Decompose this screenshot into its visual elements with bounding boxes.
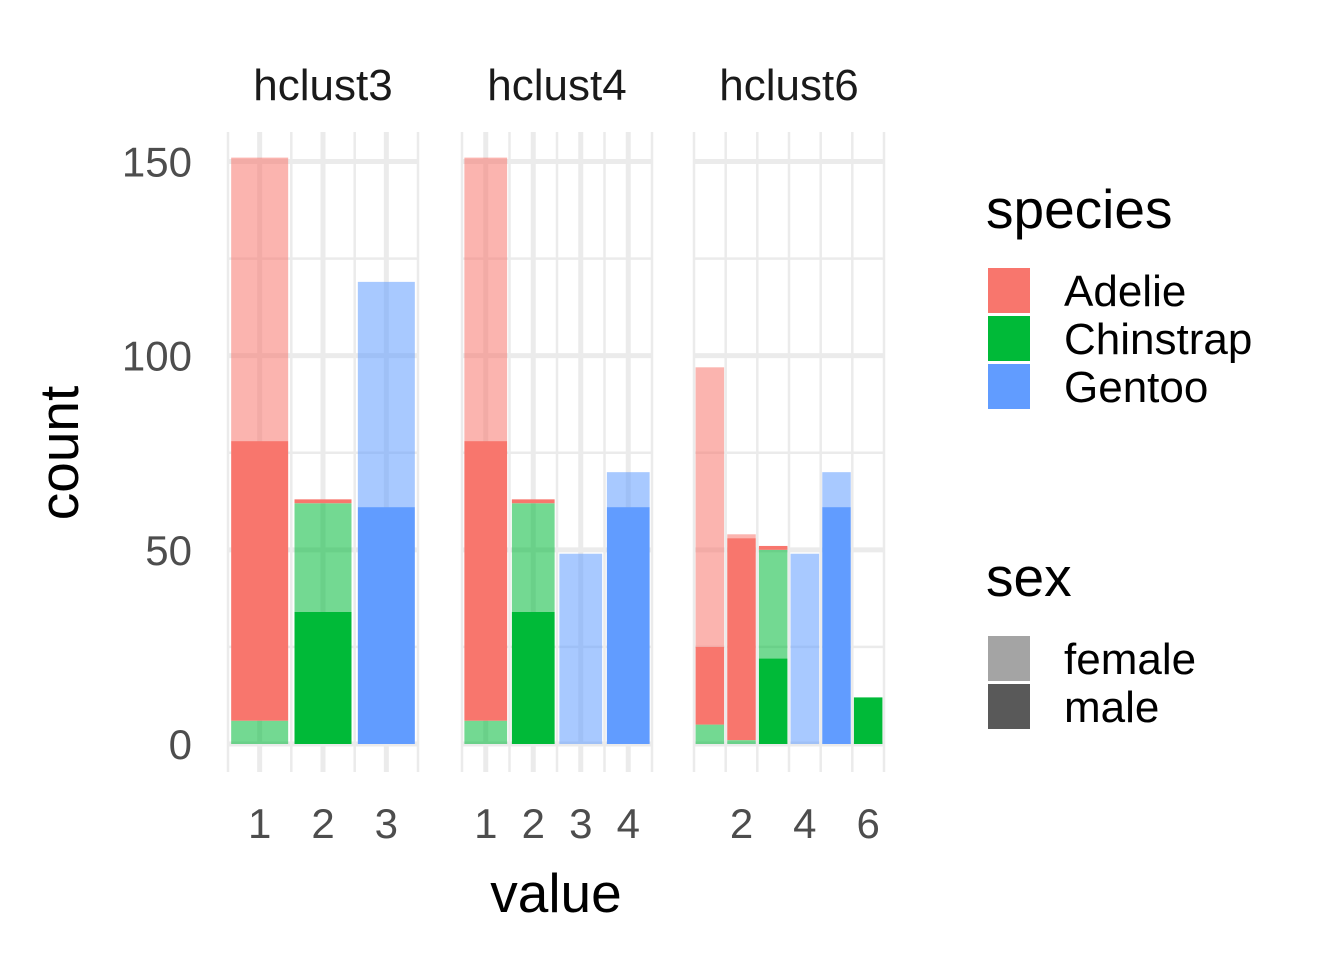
bar-segment-chinstrap-male (294, 611, 352, 744)
y-axis: 0 50 100 150 (122, 139, 192, 769)
bar-segment-gentoo-female (790, 553, 820, 744)
legend-label: Chinstrap (1064, 315, 1252, 364)
legend-key (988, 316, 1030, 361)
x-tick-label: 2 (730, 800, 753, 847)
x-tick-label: 1 (248, 800, 271, 847)
x-tick-label: 1 (474, 800, 497, 847)
bar-segment-chinstrap-female (511, 503, 555, 612)
bar-segment-adelie-male (294, 499, 352, 504)
bar-segment-adelie-female (727, 534, 756, 539)
bar-segment-gentoo-male (357, 507, 415, 744)
bar-segment-gentoo-male (822, 507, 851, 744)
facet-hclust3: hclust3 1 2 3 (226, 61, 420, 847)
bar-segment-chinstrap-female (727, 740, 756, 744)
bar-segment-adelie-male (758, 545, 788, 550)
bar-segment-gentoo-female (822, 472, 851, 508)
x-tick-label: 2 (522, 800, 545, 847)
legend-label: Adelie (1064, 267, 1186, 316)
x-tick-label: 3 (375, 800, 398, 847)
facet-hclust6: hclust6 2 4 6 (692, 61, 886, 847)
bar-segment-gentoo-female (559, 553, 603, 744)
bar-segment-gentoo-female (357, 281, 415, 508)
legend-title: sex (986, 546, 1072, 608)
bar-segment-adelie-male (727, 538, 756, 741)
bar-segment-gentoo-male (606, 507, 650, 744)
bar-segment-adelie-female (464, 157, 508, 442)
x-tick-label: 4 (793, 800, 816, 847)
legend-label: male (1064, 683, 1159, 732)
facet-strip-label: hclust6 (719, 61, 858, 110)
y-tick-label: 100 (122, 333, 192, 380)
x-tick-label: 4 (617, 800, 640, 847)
legend-key (988, 636, 1030, 681)
legend-key (988, 364, 1030, 409)
bar-segment-chinstrap-female (464, 720, 508, 744)
bar-segment-adelie-female (231, 157, 289, 442)
bar-segment-chinstrap-female (758, 549, 788, 659)
bar-segment-adelie-male (511, 499, 555, 504)
bar-segment-chinstrap-female (294, 503, 352, 612)
x-tick-label: 6 (856, 800, 879, 847)
x-tick-label: 3 (569, 800, 592, 847)
bar-segment-adelie-male (464, 441, 508, 721)
legend-key (988, 684, 1030, 729)
legend-key (988, 268, 1030, 313)
bar-segment-adelie-male (231, 441, 289, 721)
y-axis-title: count (28, 386, 90, 521)
y-tick-label: 150 (122, 139, 192, 186)
facet-hclust4: hclust4 1 2 3 4 (460, 61, 654, 847)
bar-segment-chinstrap-female (231, 720, 289, 744)
bar-segment-chinstrap-male (853, 697, 883, 744)
x-tick-label: 2 (311, 800, 334, 847)
legend-title: species (986, 178, 1172, 240)
bar-segment-adelie-male (695, 646, 725, 725)
legend-label: Gentoo (1064, 363, 1208, 412)
bar-segment-adelie-female (695, 367, 725, 647)
legend-label: female (1064, 635, 1196, 684)
x-axis-title: value (490, 862, 621, 924)
facet-strip-label: hclust3 (253, 61, 392, 110)
bar-segment-gentoo-female (606, 472, 650, 508)
bar-segment-chinstrap-female (695, 724, 725, 744)
y-tick-label: 0 (169, 721, 192, 768)
bar-segment-chinstrap-male (511, 611, 555, 744)
y-tick-label: 50 (145, 527, 192, 574)
bar-segment-chinstrap-male (758, 658, 788, 744)
facet-strip-label: hclust4 (487, 61, 626, 110)
